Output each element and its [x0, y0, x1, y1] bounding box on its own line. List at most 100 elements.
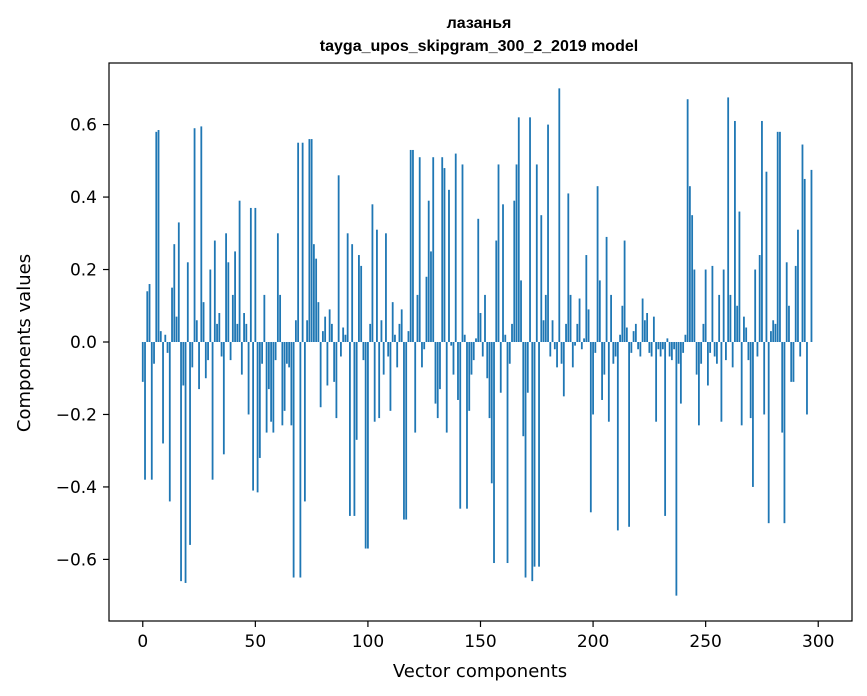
bar-138 [452, 342, 455, 375]
bar-105 [378, 342, 381, 419]
bar-295 [806, 342, 808, 415]
bar-211 [616, 342, 619, 531]
bar-205 [603, 342, 606, 375]
bar-270 [749, 342, 752, 419]
bar-227 [652, 316, 655, 342]
y-tick-label: −0.4 [56, 478, 97, 498]
bar-268 [745, 327, 748, 342]
bar-75 [310, 139, 313, 342]
bar-247 [698, 342, 700, 426]
bar-62 [281, 342, 284, 426]
bar-223 [643, 320, 646, 342]
x-tick-label: 0 [137, 632, 148, 652]
bar-184 [556, 342, 558, 368]
bar-193 [576, 323, 579, 342]
bar-271 [752, 342, 754, 487]
bar-162 [506, 342, 509, 564]
bar-19 [184, 342, 187, 583]
y-tick-label: −0.6 [56, 550, 97, 570]
bar-92 [349, 342, 351, 516]
bar-276 [763, 342, 766, 415]
bar-280 [772, 320, 775, 342]
bar-73 [306, 320, 309, 342]
bar-240 [682, 342, 685, 353]
bar-185 [558, 88, 561, 342]
bar-214 [623, 240, 626, 342]
bar-56 [267, 342, 270, 390]
bar-190 [569, 294, 572, 342]
bar-151 [481, 342, 484, 357]
bar-164 [511, 323, 513, 342]
bar-220 [637, 342, 640, 350]
bar-145 [468, 342, 471, 411]
bar-284 [781, 342, 784, 433]
bar-243 [688, 186, 691, 342]
bar-91 [346, 233, 349, 342]
bar-40 [231, 294, 234, 342]
bar-160 [502, 204, 504, 342]
bar-154 [488, 342, 491, 419]
bar-59 [274, 342, 277, 361]
bar-67 [292, 342, 295, 578]
bar-224 [646, 313, 649, 342]
bar-83 [328, 309, 331, 342]
bar-273 [756, 342, 759, 357]
bar-183 [553, 342, 556, 350]
bar-101 [369, 323, 372, 342]
bar-279 [770, 331, 772, 342]
x-tick-label: 100 [352, 632, 384, 652]
bar-86 [335, 342, 338, 419]
bar-209 [612, 342, 615, 364]
bar-208 [610, 294, 612, 342]
bar-158 [497, 164, 500, 342]
bar-166 [515, 164, 518, 342]
bar-132 [439, 342, 441, 390]
bar-261 [729, 294, 732, 342]
bar-110 [389, 342, 392, 411]
bar-143 [463, 334, 466, 342]
bar-17 [180, 342, 182, 582]
bar-4 [150, 342, 153, 480]
bar-167 [517, 117, 520, 342]
bar-100 [367, 342, 369, 549]
bar-155 [490, 342, 493, 484]
bar-182 [551, 320, 554, 342]
y-tick-label: 0.4 [70, 188, 97, 208]
bar-262 [731, 342, 734, 368]
bar-104 [376, 229, 378, 342]
bar-39 [229, 342, 232, 361]
bar-126 [425, 276, 428, 342]
bar-196 [583, 338, 585, 342]
bar-221 [639, 342, 642, 357]
bar-172 [529, 117, 531, 342]
bar-234 [668, 342, 671, 357]
bar-32 [213, 240, 216, 342]
bar-69 [297, 142, 300, 342]
bar-294 [803, 178, 806, 342]
bar-239 [679, 342, 682, 404]
bar-8 [159, 331, 162, 342]
bar-128 [430, 251, 432, 342]
bar-175 [535, 164, 538, 342]
bar-131 [436, 342, 439, 419]
bar-15 [175, 316, 178, 342]
chart-title: лазанья [447, 15, 512, 32]
bar-189 [567, 193, 570, 342]
x-tick-label: 300 [802, 632, 834, 652]
bar-121 [414, 342, 417, 433]
bar-141 [459, 342, 462, 509]
bar-269 [747, 342, 750, 361]
bar-264 [736, 305, 739, 342]
bar-186 [560, 342, 563, 364]
bar-260 [727, 97, 730, 342]
bar-57 [270, 342, 273, 422]
bar-265 [738, 211, 741, 342]
bar-5 [153, 342, 155, 364]
bar-283 [779, 131, 781, 342]
bar-288 [790, 342, 793, 382]
bar-109 [387, 342, 390, 357]
bar-118 [407, 331, 410, 342]
bar-281 [774, 323, 777, 342]
bar-275 [761, 120, 763, 342]
bar-171 [526, 342, 529, 393]
